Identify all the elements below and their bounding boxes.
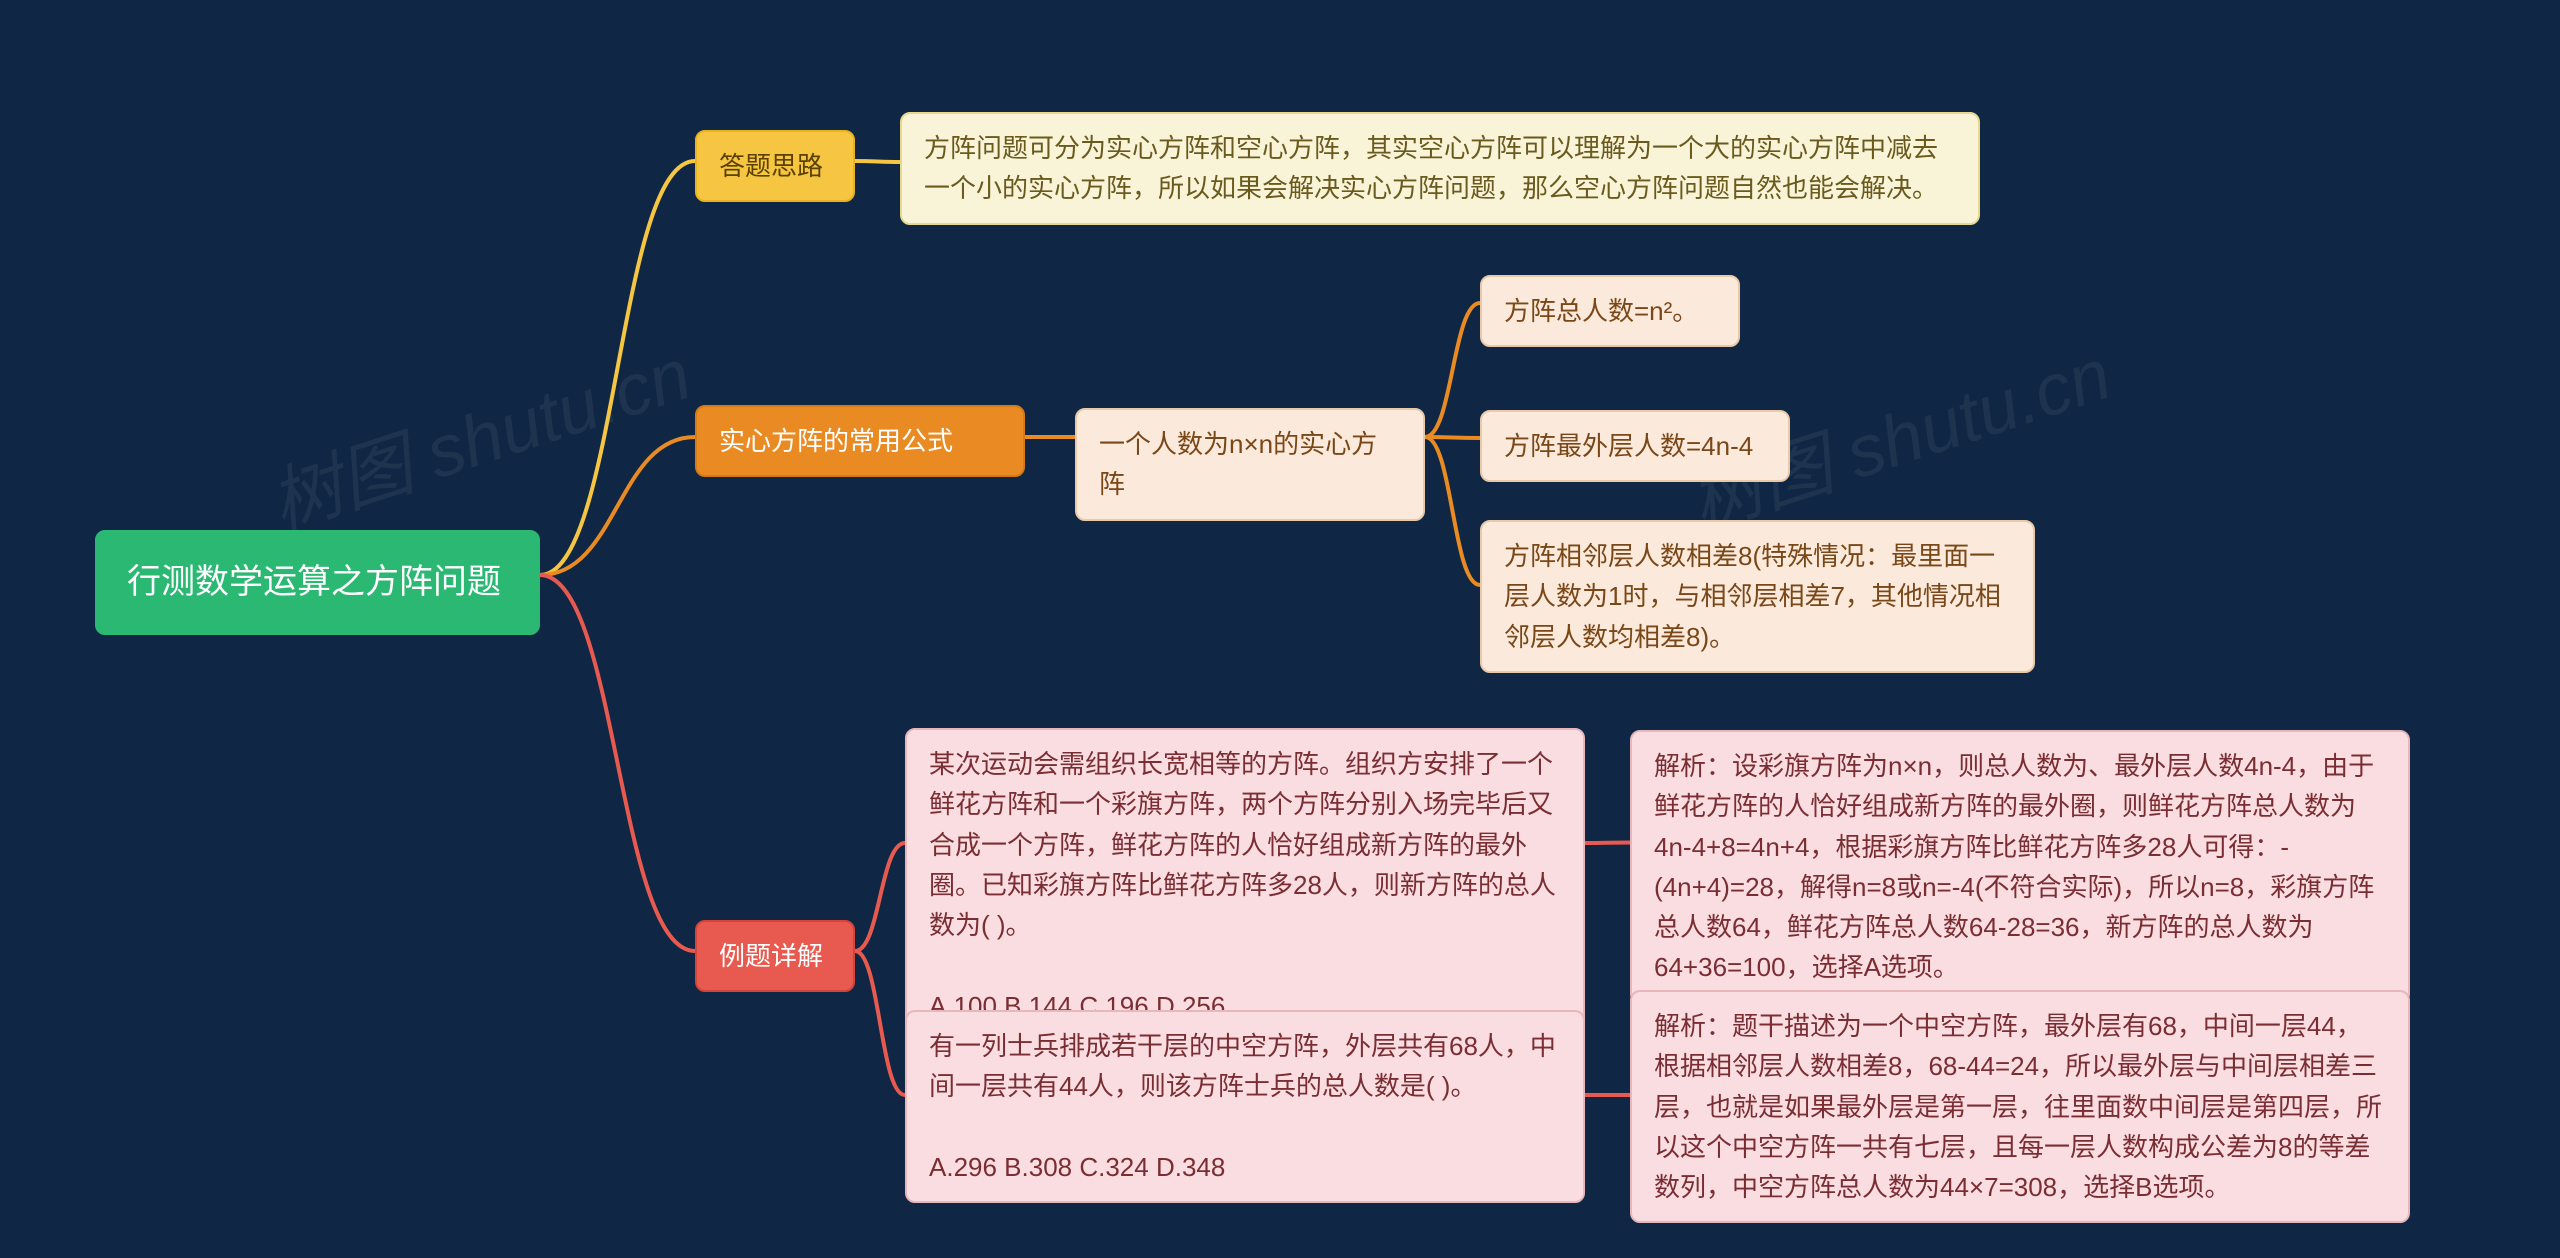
node-b3c2a-label: 解析：题干描述为一个中空方阵，最外层有68，中间一层44，根据相邻层人数相差8，…: [1654, 1011, 2382, 1202]
connector: [855, 843, 905, 951]
node-b2c1[interactable]: 一个人数为n×n的实心方阵: [1075, 408, 1425, 521]
branch-b2[interactable]: 实心方阵的常用公式: [695, 405, 1025, 477]
node-b3c1a-label: 解析：设彩旗方阵为n×n，则总人数为、最外层人数4n-4，由于鲜花方阵的人恰好组…: [1654, 751, 2374, 982]
node-b3c2-label: 有一列士兵排成若干层的中空方阵，外层共有68人，中间一层共有44人，则该方阵士兵…: [929, 1031, 1556, 1182]
node-b3c1a[interactable]: 解析：设彩旗方阵为n×n，则总人数为、最外层人数4n-4，由于鲜花方阵的人恰好组…: [1630, 730, 2410, 1004]
connector: [855, 951, 905, 1095]
branch-b2-label: 实心方阵的常用公式: [719, 426, 953, 456]
root-node[interactable]: 行测数学运算之方阵问题: [95, 530, 540, 635]
node-b2c1b[interactable]: 方阵最外层人数=4n-4: [1480, 410, 1790, 482]
connector: [540, 161, 695, 575]
connector: [1425, 437, 1480, 585]
root-node-label: 行测数学运算之方阵问题: [127, 563, 501, 601]
branch-b3-label: 例题详解: [719, 941, 823, 971]
connector: [540, 575, 695, 951]
node-b1c1-label: 方阵问题可分为实心方阵和空心方阵，其实空心方阵可以理解为一个大的实心方阵中减去一…: [924, 133, 1938, 203]
node-b3c2[interactable]: 有一列士兵排成若干层的中空方阵，外层共有68人，中间一层共有44人，则该方阵士兵…: [905, 1010, 1585, 1203]
watermark: 树图 shutu.cn: [254, 315, 701, 550]
connector: [540, 437, 695, 575]
node-b2c1a[interactable]: 方阵总人数=n²。: [1480, 275, 1740, 347]
node-b2c1b-label: 方阵最外层人数=4n-4: [1504, 431, 1753, 461]
node-b1c1[interactable]: 方阵问题可分为实心方阵和空心方阵，其实空心方阵可以理解为一个大的实心方阵中减去一…: [900, 112, 1980, 225]
node-b2c1-label: 一个人数为n×n的实心方阵: [1099, 429, 1377, 499]
node-b3c1[interactable]: 某次运动会需组织长宽相等的方阵。组织方安排了一个鲜花方阵和一个彩旗方阵，两个方阵…: [905, 728, 1585, 1042]
node-b2c1a-label: 方阵总人数=n²。: [1504, 296, 1698, 326]
mindmap-canvas: 树图 shutu.cn树图 shutu.cn行测数学运算之方阵问题答题思路方阵问…: [0, 0, 2560, 1258]
node-b3c1-label: 某次运动会需组织长宽相等的方阵。组织方安排了一个鲜花方阵和一个彩旗方阵，两个方阵…: [929, 749, 1556, 1021]
branch-b3[interactable]: 例题详解: [695, 920, 855, 992]
branch-b1-label: 答题思路: [719, 151, 823, 181]
connector: [1425, 303, 1480, 437]
connector: [1425, 437, 1480, 438]
node-b2c1c[interactable]: 方阵相邻层人数相差8(特殊情况：最里面一层人数为1时，与相邻层相差7，其他情况相…: [1480, 520, 2035, 673]
connector: [855, 161, 900, 162]
connector: [1585, 843, 1630, 844]
branch-b1[interactable]: 答题思路: [695, 130, 855, 202]
node-b2c1c-label: 方阵相邻层人数相差8(特殊情况：最里面一层人数为1时，与相邻层相差7，其他情况相…: [1504, 541, 2001, 652]
node-b3c2a[interactable]: 解析：题干描述为一个中空方阵，最外层有68，中间一层44，根据相邻层人数相差8，…: [1630, 990, 2410, 1223]
